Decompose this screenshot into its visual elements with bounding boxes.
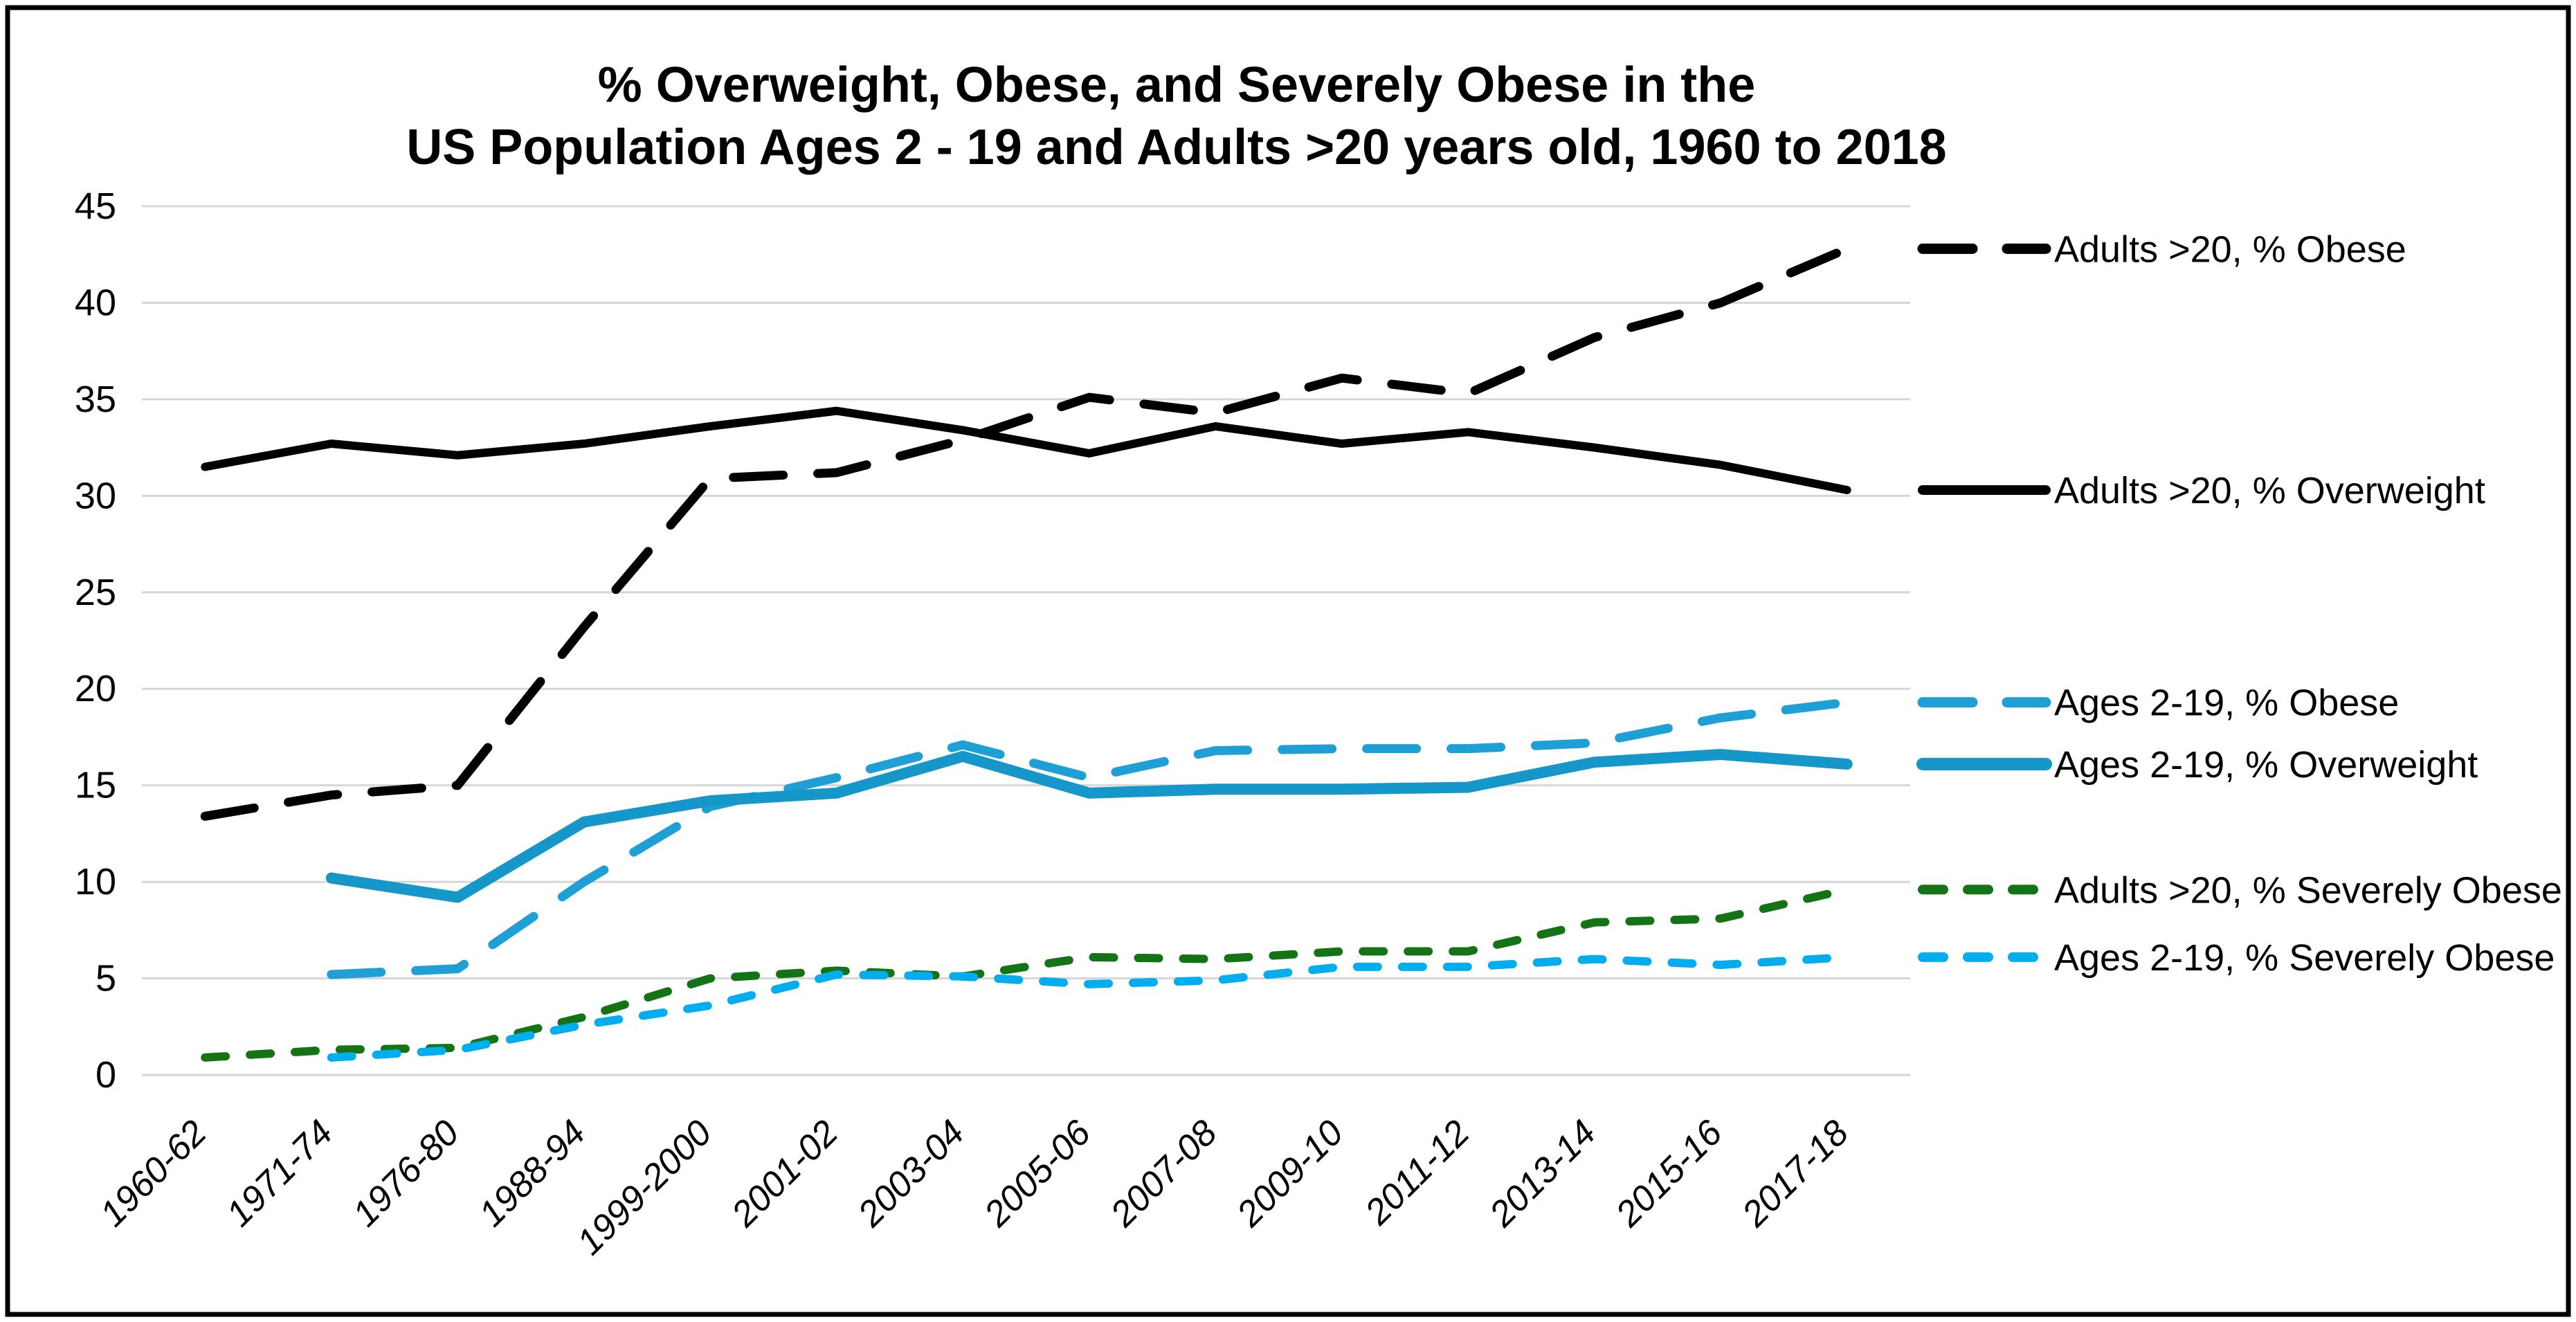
legend-group: Adults >20, % Obese Adults >20, % Overwei… xyxy=(1916,228,2562,979)
series-line-ages-2-19-severely-obese xyxy=(327,952,1851,1062)
x-tick-label-2013-14: 2013-14 xyxy=(1482,1112,1604,1235)
y-tick-label-15: 15 xyxy=(75,765,116,806)
legend-label-ages-2-19-obese: Ages 2-19, % Obese xyxy=(2054,682,2399,724)
legend-label-adults-20-overweight: Adults >20, % Overweight xyxy=(2054,470,2485,511)
x-tick-label-2017-18: 2017-18 xyxy=(1734,1112,1857,1235)
x-tick-label-1960-62: 1960-62 xyxy=(93,1112,215,1234)
x-tick-label-1976-80: 1976-80 xyxy=(345,1112,467,1234)
x-tick-label-2015-16: 2015-16 xyxy=(1608,1112,1730,1235)
y-tick-label-25: 25 xyxy=(75,572,116,613)
y-tick-label-35: 35 xyxy=(75,379,116,420)
series-line-adults-20-severely-obese xyxy=(201,885,1851,1062)
y-tick-label-5: 5 xyxy=(96,958,116,999)
y-tick-label-20: 20 xyxy=(75,668,116,709)
gridlines-group xyxy=(142,205,1910,1076)
y-axis-tick-labels-group: 0 5 10 15 20 25 30 35 40 45 xyxy=(75,185,116,1096)
chart-title-line-2: US Population Ages 2 - 19 and Adults >20… xyxy=(406,120,1946,175)
series-line-ages-2-19-obese xyxy=(327,698,1852,979)
y-tick-label-45: 45 xyxy=(75,185,116,227)
series-line-adults-20-obese xyxy=(200,244,1852,821)
legend-label-adults-20-obese: Adults >20, % Obese xyxy=(2054,228,2406,270)
series-lines-group xyxy=(200,244,1853,1062)
chart-border xyxy=(5,5,2571,1317)
x-tick-label-2009-10: 2009-10 xyxy=(1229,1112,1352,1235)
series-line-ages-2-19-overweight xyxy=(325,749,1853,903)
x-tick-label-2001-02: 2001-02 xyxy=(724,1112,846,1235)
x-tick-label-1999-2000: 1999-2000 xyxy=(570,1112,720,1262)
series-line-adults-20-overweight xyxy=(201,406,1851,494)
x-tick-label-2011-12: 2011-12 xyxy=(1357,1112,1478,1233)
chart-title-line-1: % Overweight, Obese, and Severely Obese … xyxy=(598,57,1756,113)
y-tick-label-0: 0 xyxy=(96,1054,116,1096)
legend-label-ages-2-19-overweight: Ages 2-19, % Overweight xyxy=(2054,744,2478,786)
x-tick-label-2003-04: 2003-04 xyxy=(850,1112,972,1235)
legend-label-ages-2-19-severely-obese: Ages 2-19, % Severely Obese xyxy=(2054,937,2555,979)
y-tick-label-10: 10 xyxy=(75,861,116,903)
y-tick-label-40: 40 xyxy=(75,282,116,323)
x-tick-label-2007-08: 2007-08 xyxy=(1103,1112,1225,1235)
x-tick-label-1971-74: 1971-74 xyxy=(219,1112,341,1234)
legend-label-adults-20-severely-obese: Adults >20, % Severely Obese xyxy=(2054,869,2562,911)
x-tick-label-1988-94: 1988-94 xyxy=(471,1112,593,1234)
x-tick-label-2005-06: 2005-06 xyxy=(977,1112,1099,1235)
y-tick-label-30: 30 xyxy=(75,475,116,516)
